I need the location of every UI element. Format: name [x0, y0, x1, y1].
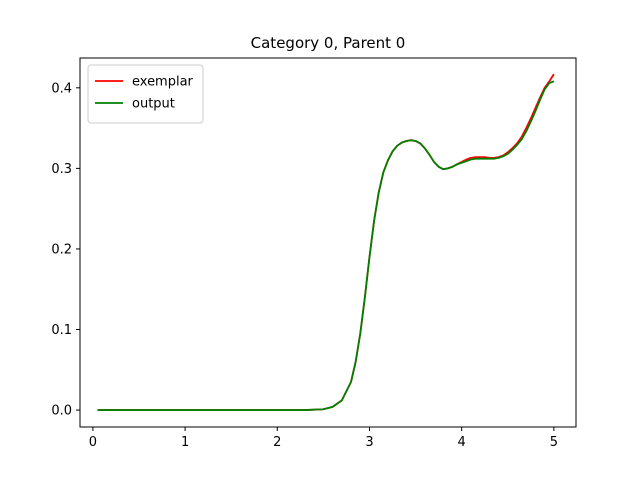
legend-label-exemplar: exemplar [132, 75, 194, 90]
axes-layer: 0 1 2 3 4 5 0.0 0.1 0.2 0.3 0.4 [51, 81, 558, 450]
y-tick-label: 0.1 [51, 323, 72, 338]
x-tick-label: 2 [273, 435, 281, 450]
legend: exemplar output [87, 64, 204, 124]
plot-area-frame [79, 57, 577, 428]
x-tick-label: 1 [181, 435, 189, 450]
x-tick-label: 0 [89, 435, 97, 450]
y-tick-label: 0.0 [51, 404, 72, 419]
x-tick-label: 5 [550, 435, 558, 450]
x-tick-label: 4 [458, 435, 466, 450]
y-tick-label: 0.4 [51, 81, 72, 96]
legend-box [87, 64, 204, 124]
y-tick-label: 0.2 [51, 242, 72, 257]
series-line-output [97, 80, 555, 411]
y-tick-label: 0.3 [51, 162, 72, 177]
series-layer [97, 73, 555, 411]
legend-label-output: output [132, 97, 175, 112]
chart-title: Category 0, Parent 0 [251, 34, 406, 52]
x-tick-label: 3 [365, 435, 373, 450]
